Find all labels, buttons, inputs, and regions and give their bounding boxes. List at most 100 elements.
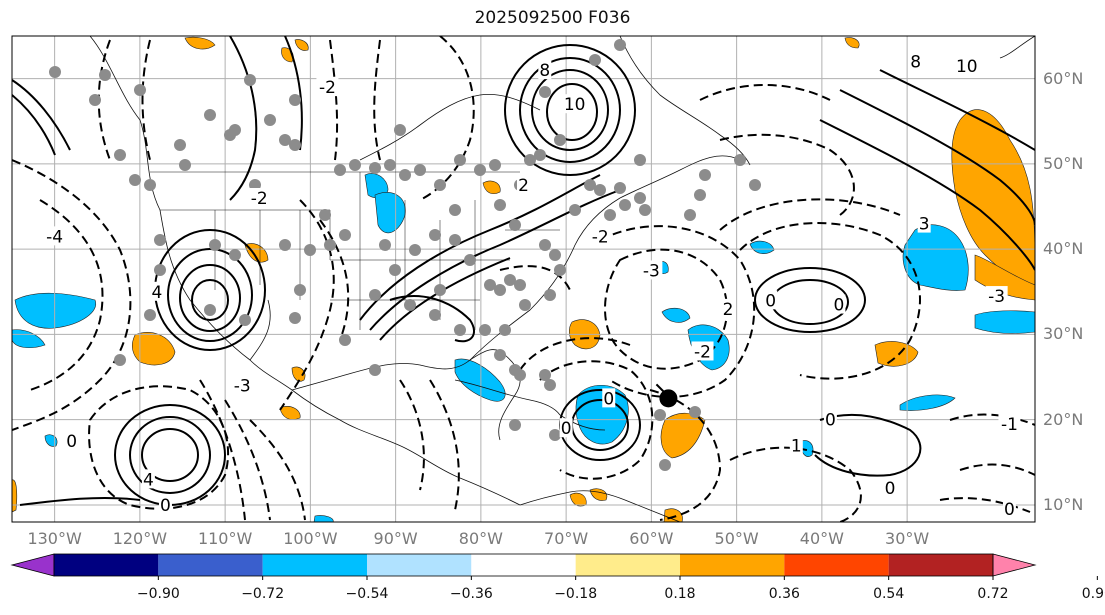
station-dot (304, 244, 316, 256)
station-dot (494, 284, 506, 296)
station-dot (544, 379, 556, 391)
station-dot (114, 149, 126, 161)
station-dot (334, 164, 346, 176)
map-title: 2025092500 F036 (474, 8, 631, 28)
longitude-label: 120°W (112, 529, 168, 548)
station-dot (319, 209, 331, 221)
colorbar-extend-low (10, 553, 55, 577)
shaded-regions (12, 36, 1035, 522)
contour-label-bg (832, 294, 846, 314)
station-dot (494, 199, 506, 211)
colorbar-tick-label: 0.90 (1081, 586, 1105, 602)
longitude-label: 30°W (885, 529, 930, 548)
contour-label: 10 (956, 57, 978, 77)
colorbar-tick-label: 0.54 (873, 586, 905, 602)
station-dot (434, 284, 446, 296)
low-contour (179, 264, 241, 332)
contour-label-bg (764, 290, 778, 310)
station-dot (509, 419, 521, 431)
station-dot (339, 229, 351, 241)
station-dot (539, 239, 551, 251)
station-dot (229, 124, 241, 136)
contour-label: -3 (988, 287, 1005, 307)
contour-label-bg (158, 494, 172, 514)
station-dot (489, 159, 501, 171)
coastlines (89, 36, 1035, 522)
colorbar-segment (262, 554, 367, 576)
contour-label: 10 (564, 95, 586, 115)
station-dot (614, 39, 626, 51)
longitude-label: 80°W (458, 529, 503, 548)
station-dot (239, 314, 251, 326)
station-dot (549, 249, 561, 261)
station-dot (519, 299, 531, 311)
contour-label-bg (985, 286, 1008, 306)
blue-region (899, 394, 956, 411)
station-dot (539, 369, 551, 381)
map-frame (11, 35, 1036, 523)
contour-label: 0 (765, 291, 776, 311)
contour-label: 0 (160, 496, 171, 516)
orange-region (294, 39, 309, 51)
colorbar-tick-label: −0.54 (345, 586, 389, 602)
station-dot (639, 204, 651, 216)
station-dot (569, 204, 581, 216)
station-dot (659, 459, 671, 471)
low-contour (754, 267, 866, 333)
contour-label: 4 (143, 470, 154, 490)
station-dot (534, 149, 546, 161)
station-dot (464, 254, 476, 266)
station-dot (339, 334, 351, 346)
contour-label: -3 (234, 377, 251, 397)
colorbar-outline (53, 553, 994, 577)
high-contour (531, 69, 609, 151)
contour-label-bg (517, 175, 530, 195)
station-dot (589, 54, 601, 66)
station-dot (414, 164, 426, 176)
longitude-label: 60°W (629, 529, 674, 548)
contour-label-bg (43, 226, 66, 246)
station-dot (689, 406, 701, 418)
station-dot (394, 124, 406, 136)
colorbar-tick-label: −0.18 (554, 586, 598, 602)
orange-region (291, 366, 306, 382)
station-dot (154, 234, 166, 246)
latitude-label: 40°N (1043, 239, 1084, 259)
blue-region (14, 292, 97, 329)
station-dot (264, 114, 276, 126)
colorbar-segment (471, 554, 576, 576)
colorbar-segment (367, 554, 472, 576)
blue-region (974, 310, 1035, 334)
station-dot (514, 369, 526, 381)
station-dot (289, 94, 301, 106)
contour-label-bg (150, 281, 164, 301)
station-dot (369, 289, 381, 301)
contour-label: 8 (910, 53, 921, 73)
colorbar (10, 553, 1098, 580)
longitude-label: 90°W (373, 529, 418, 548)
contour-label-bg (231, 375, 254, 395)
contour-label: -4 (46, 227, 63, 247)
station-dot (49, 66, 61, 78)
station-dot (634, 154, 646, 166)
contour-label-bg (823, 409, 837, 429)
station-dot (369, 364, 381, 376)
contour-label: 0 (825, 411, 836, 431)
blue-region (749, 240, 775, 254)
station-dot (409, 244, 421, 256)
latitude-label: 50°N (1043, 153, 1084, 173)
latitude-label: 60°N (1043, 68, 1084, 88)
station-dot (449, 234, 461, 246)
colorbar-segment (575, 554, 680, 576)
station-dot (114, 354, 126, 366)
blue-region (313, 515, 334, 522)
station-dot (699, 169, 711, 181)
station-dot (134, 84, 146, 96)
high-contour (519, 57, 621, 163)
contour-label-bg (909, 51, 923, 71)
latitude-label: 30°N (1043, 324, 1084, 344)
contour-label: 0 (561, 419, 572, 439)
latitude-label: 20°N (1043, 409, 1084, 429)
blue-region (454, 358, 506, 402)
